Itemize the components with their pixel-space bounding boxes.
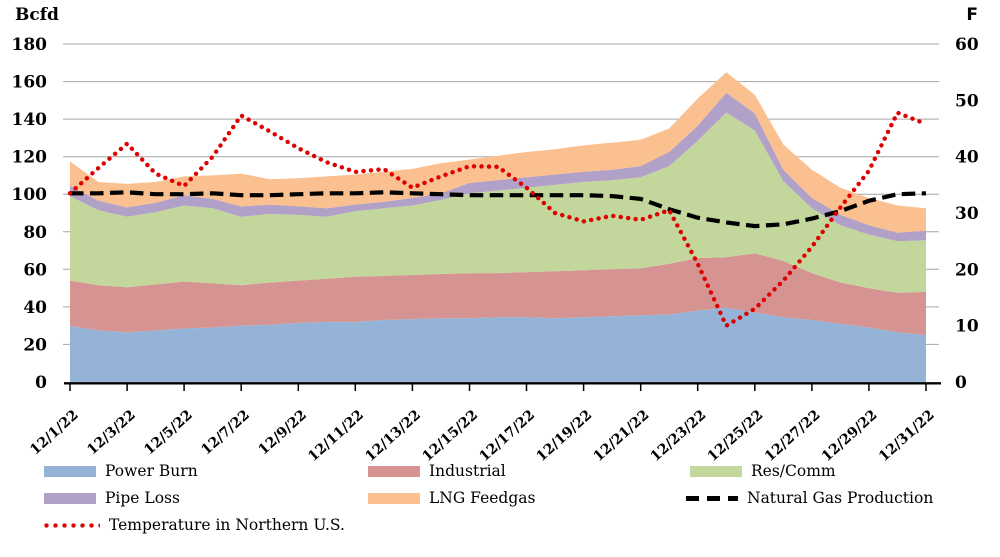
left-axis-tick-label: 180 (12, 35, 48, 55)
right-axis-tick-label: 10 (955, 317, 979, 337)
right-axis-tick-label: 0 (955, 373, 967, 393)
x-axis-tick-label: 12/23/22 (648, 407, 710, 465)
x-axis-tick-label: 12/21/22 (591, 407, 653, 465)
x-axis-tick-label: 12/17/22 (476, 407, 538, 465)
left-axis-tick-label: 80 (23, 223, 47, 243)
right-axis-tick-label: 20 (955, 260, 979, 280)
x-axis-tick-label: 12/5/22 (141, 407, 196, 458)
right-axis-title: F (966, 5, 978, 25)
x-axis-tick-label: 12/19/22 (534, 407, 596, 465)
x-axis-tick-label: 12/27/22 (762, 407, 824, 465)
area-res-comm (70, 112, 926, 293)
x-axis-tick-label: 12/15/22 (419, 407, 481, 465)
right-axis-tick-label: 50 (955, 91, 979, 111)
right-axis-tick-label: 60 (955, 35, 979, 55)
x-axis-tick-label: 12/11/22 (305, 407, 367, 465)
right-axis-tick-label: 30 (955, 204, 979, 224)
left-axis-tick-label: 40 (23, 298, 47, 318)
left-axis-tick-label: 20 (23, 335, 47, 355)
area-industrial (70, 253, 926, 336)
right-axis-tick-label: 40 (955, 148, 979, 168)
area-power-burn (70, 307, 926, 382)
left-axis-tick-label: 100 (12, 185, 48, 205)
left-axis-tick-label: 160 (12, 73, 48, 93)
line-natural-gas-production (70, 190, 927, 229)
line-temperature-in-northern-u-s (67, 109, 929, 329)
x-axis-tick-label: 12/7/22 (198, 407, 253, 458)
left-axis-tick-label: 120 (12, 148, 48, 168)
area-lng-feedgas (70, 72, 926, 233)
x-axis-tick-label: 12/9/22 (255, 407, 310, 458)
x-axis-tick-label: 12/25/22 (705, 407, 767, 465)
x-axis-tick-label: 12/3/22 (84, 407, 139, 458)
left-axis-title: Bcfd (15, 5, 59, 25)
x-axis-tick-label: 12/1/22 (27, 407, 82, 458)
left-axis-tick-label: 60 (23, 260, 47, 280)
left-axis-tick-label: 0 (35, 373, 47, 393)
left-axis-tick-label: 140 (12, 110, 48, 130)
x-axis-tick-label: 12/29/22 (819, 407, 881, 465)
x-axis-tick-label: 12/31/22 (876, 407, 938, 465)
x-axis-tick-label: 12/13/22 (362, 407, 424, 465)
